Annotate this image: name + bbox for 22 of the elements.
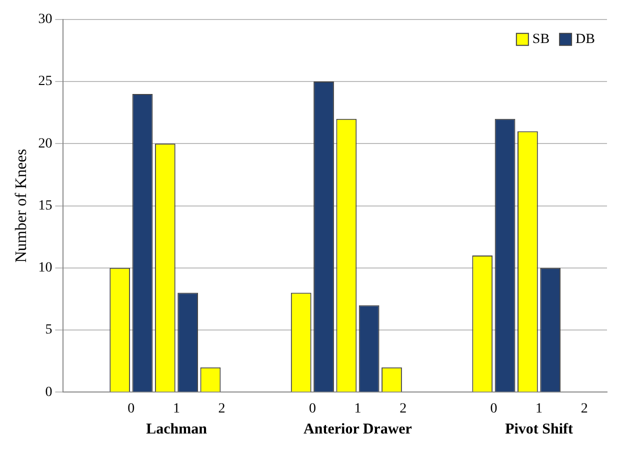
x-tick-label: 2 xyxy=(580,401,588,416)
y-tick-label: 10 xyxy=(38,260,52,276)
y-tick-label: 15 xyxy=(38,198,52,214)
y-tick-label: 20 xyxy=(38,136,52,152)
text: Lachman xyxy=(146,422,208,438)
x-tick-label: 2 xyxy=(218,401,226,416)
legend-label: SB xyxy=(532,32,550,48)
text: Anterior Drawer xyxy=(304,422,412,438)
y-tick-label: 5 xyxy=(45,322,52,338)
x-tick-label: 0 xyxy=(128,401,135,416)
x-tick-label: 2 xyxy=(400,401,407,416)
text: Pivot Shift xyxy=(505,422,573,438)
x-tick-label: 1 xyxy=(172,401,180,416)
y-tick-label: 25 xyxy=(38,74,52,90)
y-tick-label: 0 xyxy=(45,384,52,400)
y-tick-label: 30 xyxy=(38,12,52,28)
x-tick-label: 0 xyxy=(308,401,316,416)
y-axis-title: Number of Knees xyxy=(12,148,30,263)
legend-label: DB xyxy=(576,32,596,48)
x-tick-label: 0 xyxy=(490,401,498,416)
x-tick-label: 1 xyxy=(354,401,362,416)
x-tick-label: 1 xyxy=(536,401,543,416)
